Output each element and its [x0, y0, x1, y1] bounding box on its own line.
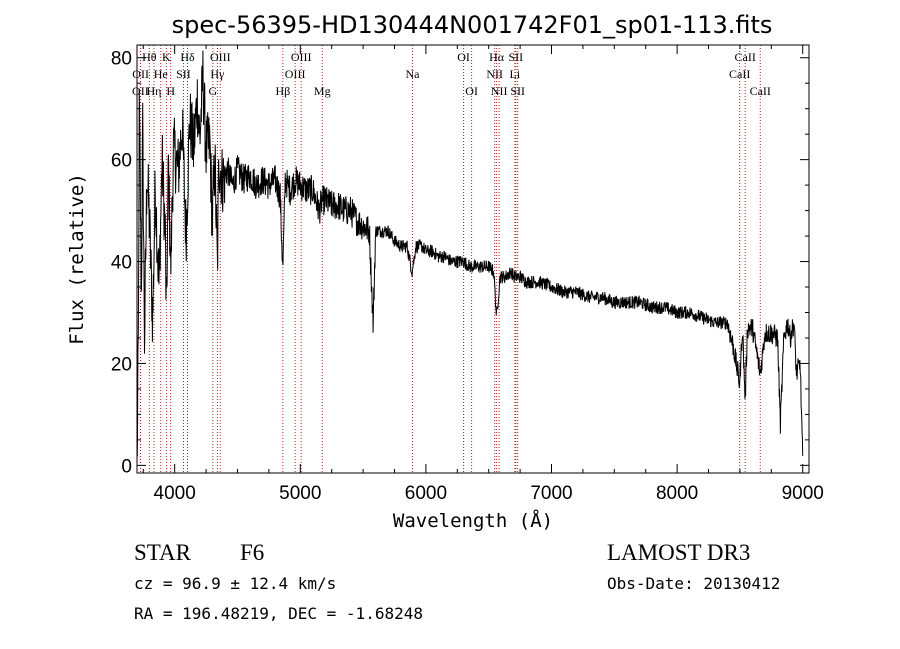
spectral-line-label: Na	[405, 67, 420, 81]
spectral-line-label: G	[209, 84, 218, 98]
x-tick-label: 9000	[782, 483, 824, 504]
spectral-line-label: He	[154, 67, 168, 81]
object-subclass: F6	[240, 540, 264, 565]
y-tick-label: 60	[111, 151, 132, 172]
spectrum-line	[136, 50, 804, 457]
spectral-line-label: OIII	[210, 50, 231, 64]
y-axis-label: Flux (relative)	[66, 173, 88, 345]
spectral-line-label: CaII	[729, 67, 750, 81]
spectral-line-label: OII	[132, 67, 149, 81]
x-axis-label: Wavelength (Å)	[393, 509, 553, 532]
object-class: STAR	[134, 540, 192, 565]
y-tick-label: 0	[121, 456, 132, 477]
spectral-line-label: K	[162, 50, 171, 64]
spectral-line-label: H	[166, 84, 175, 98]
spectral-line-label: OI	[465, 84, 478, 98]
spectral-line-label: SII	[510, 84, 525, 98]
spectral-line-label: OIII	[285, 67, 306, 81]
spectral-line-label: SII	[176, 67, 191, 81]
observation-date: Obs-Date: 20130412	[607, 574, 780, 593]
spectral-line-label: Mg	[314, 84, 331, 98]
survey-name: LAMOST DR3	[607, 540, 750, 565]
spectral-line-label: Hδ	[180, 50, 195, 64]
x-axis-ticks: 4000 5000 6000 7000 8000 9000	[142, 45, 824, 504]
x-tick-label: 6000	[405, 483, 447, 504]
spectral-line-label: OII	[132, 84, 149, 98]
spectral-line-label: Li	[509, 67, 520, 81]
spectral-line-label: CaII	[750, 84, 771, 98]
spectral-line-label: OIII	[291, 50, 312, 64]
y-axis-ticks: 0 20 40 60 80	[111, 49, 809, 477]
ra-dec-coords: RA = 196.48219, DEC = -1.68248	[134, 604, 423, 623]
spectral-line-label: SII	[508, 50, 523, 64]
spectral-line-label: Hγ	[210, 67, 225, 81]
spectral-line-label: Hβ	[275, 84, 290, 98]
chart-title: spec-56395-HD130444N001742F01_sp01-113.f…	[172, 11, 773, 39]
redshift-cz: cz = 96.9 ± 12.4 km/s	[134, 574, 336, 593]
y-tick-label: 20	[111, 354, 132, 375]
y-tick-label: 80	[111, 49, 132, 70]
spectral-line-label: NII	[491, 84, 508, 98]
spectral-line-label: NII	[486, 67, 503, 81]
x-tick-label: 4000	[154, 483, 196, 504]
x-tick-label: 8000	[656, 483, 698, 504]
spectral-line-label: OI	[457, 50, 470, 64]
spectral-line-label: Hη	[146, 84, 161, 98]
plot-frame	[136, 44, 810, 474]
y-tick-label: 40	[111, 253, 132, 274]
spectral-line-label: Hθ	[142, 50, 157, 64]
spectral-line-labels: OIIOIIHθHηHeKHSIIHδGHγOIIIHβOIIIOIIIMgNa…	[132, 50, 771, 98]
x-tick-label: 5000	[279, 483, 321, 504]
spectral-line-label: Hα	[489, 50, 505, 64]
x-tick-label: 7000	[530, 483, 572, 504]
spectral-line-label: CaII	[735, 50, 756, 64]
